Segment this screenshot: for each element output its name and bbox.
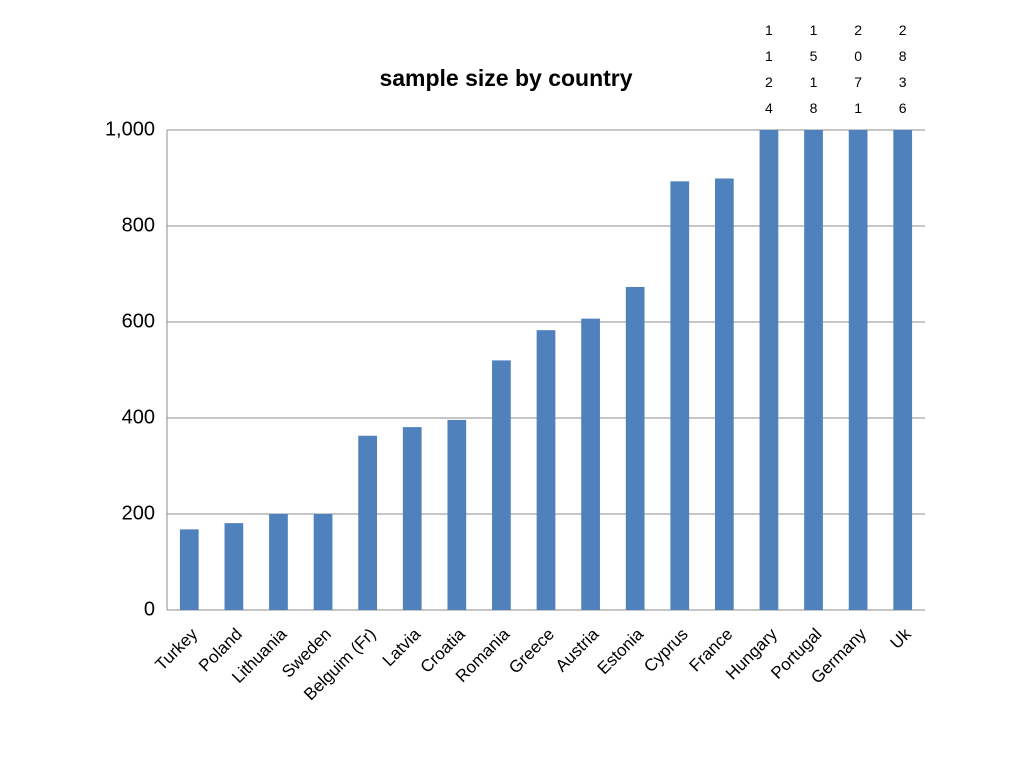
data-label: 1124 <box>760 22 777 126</box>
bar <box>759 130 779 610</box>
y-tick-label: 0 <box>144 598 155 620</box>
x-tick-label: Greece <box>505 625 558 678</box>
bar <box>714 178 734 610</box>
bar <box>893 130 913 610</box>
x-tick-label: Austria <box>552 624 603 675</box>
bar <box>269 514 288 610</box>
bar <box>358 435 378 610</box>
bars <box>179 130 913 610</box>
data-label: 2071 <box>850 22 867 126</box>
bar <box>536 330 556 610</box>
x-tick-label: Estonia <box>594 624 648 678</box>
data-label: 1518 <box>805 22 822 126</box>
bar <box>848 130 868 610</box>
data-label: 2836 <box>894 22 911 126</box>
bar <box>492 360 511 610</box>
y-tick-label: 1,000 <box>105 118 155 140</box>
x-tick-label: Turkey <box>152 624 202 674</box>
bar <box>625 286 645 610</box>
bar <box>447 419 467 610</box>
bar <box>804 130 823 610</box>
bar <box>581 318 600 610</box>
bar <box>670 181 690 610</box>
bar <box>224 523 244 610</box>
chart-title: sample size by country <box>379 65 632 91</box>
x-tick-label: Cyprus <box>640 625 692 677</box>
y-tick-label: 600 <box>122 310 155 332</box>
y-tick-label: 400 <box>122 406 155 428</box>
bar <box>402 427 422 610</box>
y-tick-label: 200 <box>122 502 155 524</box>
bar <box>179 529 199 610</box>
bar <box>313 514 333 610</box>
y-tick-label: 800 <box>122 214 155 236</box>
x-tick-label: Uk <box>887 624 915 652</box>
